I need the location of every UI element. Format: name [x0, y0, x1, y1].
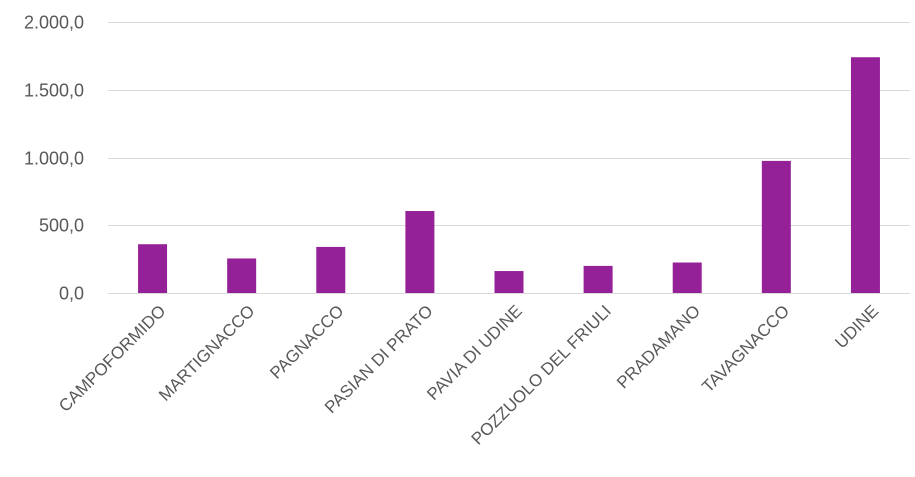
bar-martignacco [227, 258, 257, 293]
y-tick-label: 2.000,0 [24, 13, 84, 33]
y-tick-label: 1.500,0 [24, 81, 84, 101]
bars [138, 57, 880, 294]
x-category-label: PAVIA DI UDINE [423, 301, 526, 404]
x-category-label: MARTIGNACCO [155, 301, 258, 404]
bar-pagnacco [316, 246, 346, 293]
y-tick-label: 1.000,0 [24, 149, 84, 169]
x-category-label: TAVAGNACCO [698, 301, 793, 396]
y-tick-label: 500,0 [39, 216, 84, 236]
bar-tavagnacco [761, 160, 791, 293]
x-category-label: PAGNACCO [266, 301, 347, 382]
bar-pavia-di-udine [494, 271, 524, 293]
bar-pozzuolo-del-friuli [583, 265, 613, 293]
y-tick-label: 0,0 [59, 284, 84, 304]
y-axis-tick-labels: 0,0 500,0 1.000,0 1.500,0 2.000,0 [24, 13, 84, 304]
bar-pasian-di-prato [405, 211, 435, 293]
bar-campoformido [138, 244, 168, 293]
x-category-label: UDINE [831, 301, 882, 352]
x-category-label: CAMPOFORMIDO [55, 301, 169, 415]
x-category-label: PRADAMANO [613, 301, 704, 392]
bar-pradamano [672, 262, 702, 293]
bar-udine [850, 57, 880, 294]
